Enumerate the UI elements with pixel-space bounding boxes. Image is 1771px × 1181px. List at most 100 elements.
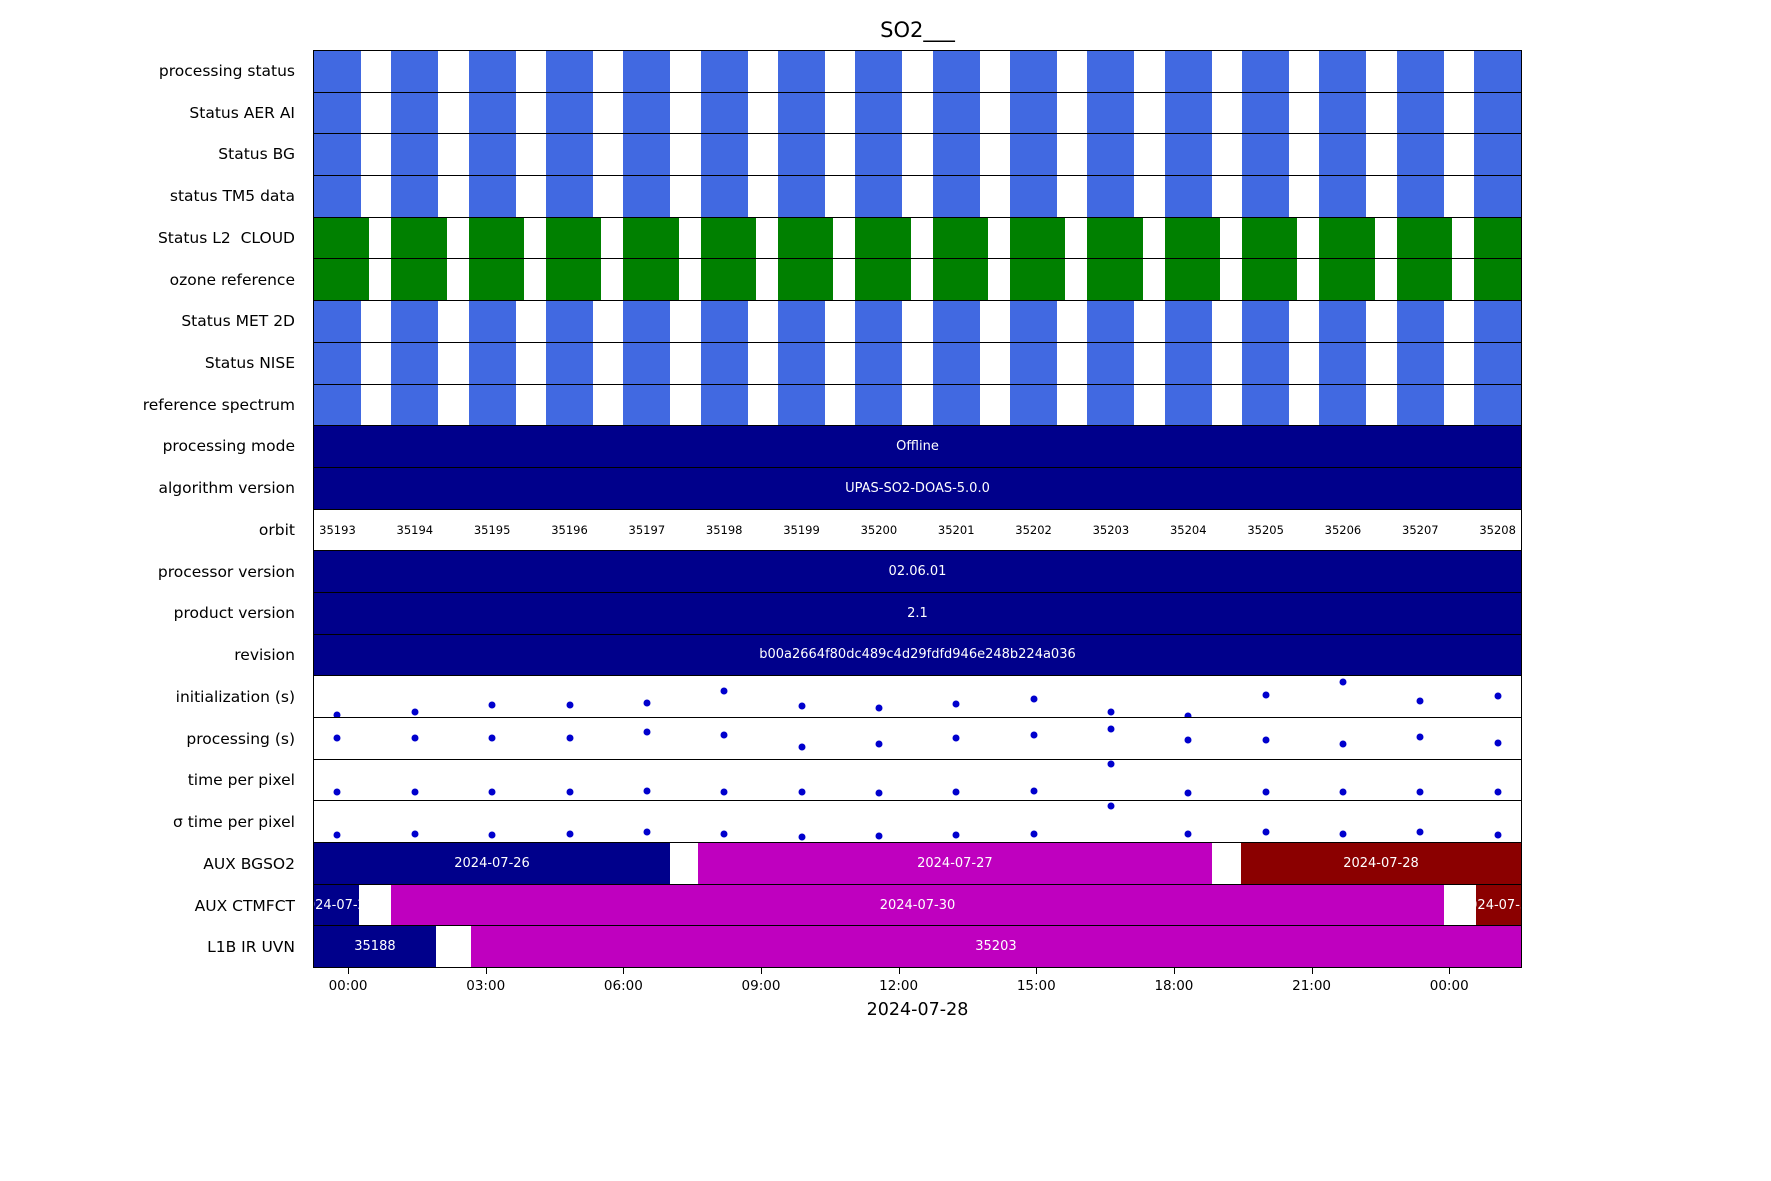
bar-value-text: 02.06.01 xyxy=(888,564,947,580)
scatter-dot xyxy=(875,704,883,712)
bar-value-text: UPAS-SO2-DOAS-5.0.0 xyxy=(845,480,990,496)
status-block xyxy=(314,217,370,259)
status-block xyxy=(778,342,825,384)
tick-mark xyxy=(623,968,625,974)
scatter-dot xyxy=(566,830,573,838)
row-label: processing mode xyxy=(162,437,295,456)
scatter-dot xyxy=(1416,788,1424,796)
scatter-dot xyxy=(488,701,496,709)
status-block xyxy=(546,217,602,259)
tick-label: 12:00 xyxy=(879,978,919,994)
status-block xyxy=(1242,51,1290,92)
orbit-number: 35193 xyxy=(319,522,356,537)
bar-segment: 2024-07-26 xyxy=(314,843,671,884)
status-block xyxy=(391,217,447,259)
bar-segment-label: 35203 xyxy=(975,939,1017,955)
status-block xyxy=(1396,134,1444,176)
tick-mark xyxy=(1311,968,1313,974)
status-block xyxy=(700,92,748,134)
scatter-dot xyxy=(1184,712,1192,718)
status-block xyxy=(778,51,825,92)
status-block xyxy=(1319,92,1367,134)
status-block xyxy=(700,134,748,176)
bar-value-text: Offline xyxy=(896,439,939,455)
status-block xyxy=(1242,342,1290,384)
bar-segment-label: 2024-07-30 xyxy=(879,897,956,913)
orbit-number: 35197 xyxy=(628,522,666,537)
status-block xyxy=(314,176,361,217)
status-block xyxy=(932,259,989,301)
scatter-dot xyxy=(411,788,419,796)
status-block xyxy=(778,259,834,301)
status-block xyxy=(855,134,903,176)
chart-row-solid: b00a2664f80dc489c4d29fdfd946e248b224a036 xyxy=(314,634,1521,677)
scatter-dot xyxy=(798,833,806,841)
tick-mark xyxy=(1173,968,1175,974)
scatter-dot xyxy=(1184,789,1192,797)
status-block xyxy=(700,342,748,384)
status-block xyxy=(1242,92,1290,134)
scatter-dot xyxy=(566,788,573,796)
status-block xyxy=(1396,217,1453,259)
status-block xyxy=(1087,301,1135,342)
scatter-dot xyxy=(798,702,806,710)
status-block xyxy=(932,301,980,342)
status-block xyxy=(1087,51,1135,92)
status-block xyxy=(1474,301,1521,342)
status-block xyxy=(855,217,911,259)
status-block xyxy=(700,51,748,92)
scatter-dot xyxy=(1494,692,1502,700)
orbit-number: 35207 xyxy=(1402,522,1439,537)
status-block xyxy=(391,384,439,426)
status-block xyxy=(1319,384,1367,426)
row-label: initialization (s) xyxy=(175,687,295,706)
status-block xyxy=(468,342,516,384)
scatter-dot xyxy=(1184,736,1192,744)
status-block xyxy=(778,301,825,342)
status-block xyxy=(1396,384,1444,426)
chart-row-blocks xyxy=(314,92,1521,135)
status-block xyxy=(314,384,361,426)
status-block xyxy=(855,92,903,134)
bar-segment-label: 2024-07-27 xyxy=(917,855,993,871)
status-block xyxy=(546,301,593,342)
status-block xyxy=(468,301,516,342)
scatter-dot xyxy=(1107,760,1115,768)
status-block xyxy=(1319,301,1367,342)
status-block xyxy=(468,92,516,134)
chart-row-scatter xyxy=(314,718,1521,760)
status-block xyxy=(1242,384,1290,426)
status-block xyxy=(1087,92,1135,134)
status-block xyxy=(623,92,671,134)
status-block xyxy=(1242,176,1290,217)
scatter-dot xyxy=(411,830,419,838)
status-block xyxy=(314,51,361,92)
status-block xyxy=(1010,134,1058,176)
status-block xyxy=(468,384,516,426)
row-label: processor version xyxy=(157,562,295,581)
status-block xyxy=(1396,259,1453,301)
bar-segment: 2024-07-29 xyxy=(314,884,359,926)
status-block xyxy=(1319,259,1375,301)
status-block xyxy=(1010,92,1058,134)
x-axis-label: 2024-07-28 xyxy=(866,1000,969,1020)
row-label: reference spectrum xyxy=(142,395,295,414)
status-block xyxy=(700,384,748,426)
scatter-dot xyxy=(1262,691,1270,699)
status-block xyxy=(1010,342,1058,384)
chart-row-orbit-labels: 35193 35194 35195 35196 35197 35198 35199 35200… xyxy=(314,510,1521,552)
tick-label: 00:00 xyxy=(328,978,368,994)
tick-label: 06:00 xyxy=(603,978,643,994)
scatter-dot xyxy=(875,832,883,840)
bar-value-text: b00a2664f80dc489c4d29fdfd946e248b224a036 xyxy=(759,647,1076,663)
scatter-dot xyxy=(643,787,651,795)
scatter-dot xyxy=(952,734,960,742)
status-block xyxy=(1087,217,1143,259)
scatter-dot xyxy=(1494,739,1502,747)
scatter-dot xyxy=(1262,828,1270,836)
scatter-dot xyxy=(1416,733,1424,741)
status-block xyxy=(314,134,361,176)
scatter-dot xyxy=(1030,695,1038,703)
status-block xyxy=(468,134,516,176)
status-block xyxy=(1319,134,1367,176)
